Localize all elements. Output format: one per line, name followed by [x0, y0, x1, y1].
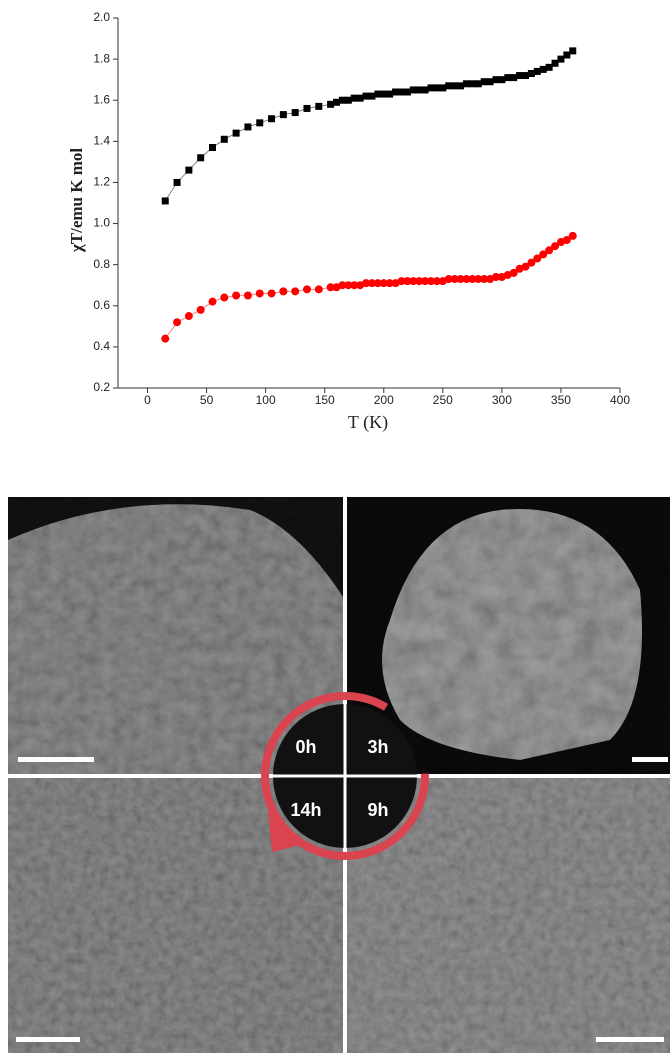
data-point	[197, 154, 204, 161]
page: χT/emu K mol T (K) 0.2 0.4 0.6 0.8 1.0 1.2 1.4…	[0, 0, 670, 1053]
time-label: 0h	[295, 737, 316, 757]
x-tick-label: 300	[492, 393, 512, 407]
chart: χT/emu K mol T (K) 0.2 0.4 0.6 0.8 1.0 1.2 1.4…	[0, 0, 670, 440]
y-axis-label: χT/emu K mol	[67, 148, 86, 253]
x-tick-label: 50	[200, 393, 214, 407]
y-tick-label: 1.0	[93, 216, 110, 230]
data-point	[279, 287, 287, 295]
data-point	[268, 115, 275, 122]
y-tick-label: 1.2	[93, 175, 110, 189]
time-label: 3h	[367, 737, 388, 757]
x-tick-label: 100	[256, 393, 276, 407]
y-tick-label: 0.6	[93, 298, 110, 312]
x-tick-label: 250	[433, 393, 453, 407]
time-label: 14h	[290, 800, 321, 820]
y-tick-label: 0.2	[93, 380, 110, 394]
x-tick-label: 200	[374, 393, 394, 407]
series-line	[165, 236, 573, 339]
series-line	[165, 51, 573, 201]
scale-bar	[18, 757, 94, 762]
data-point	[268, 289, 276, 297]
data-point	[256, 289, 264, 297]
data-point	[315, 103, 322, 110]
data-point	[174, 179, 181, 186]
data-point	[569, 47, 576, 54]
y-tick-label: 2.0	[93, 10, 110, 24]
data-point	[233, 130, 240, 137]
data-point	[161, 335, 169, 343]
data-point	[303, 105, 310, 112]
data-point	[303, 285, 311, 293]
data-point	[162, 197, 169, 204]
x-tick-label: 400	[610, 393, 630, 407]
data-point	[244, 292, 252, 300]
data-point	[209, 144, 216, 151]
data-point	[197, 306, 205, 314]
x-tick-label: 0	[144, 393, 151, 407]
data-point	[244, 123, 251, 130]
x-tick-label: 150	[315, 393, 335, 407]
data-point	[280, 111, 287, 118]
data-point	[185, 312, 193, 320]
y-tick-label: 0.8	[93, 257, 110, 271]
y-tick-label: 1.8	[93, 51, 110, 65]
data-point	[569, 232, 577, 240]
data-point	[220, 294, 228, 302]
data-point	[173, 318, 181, 326]
y-tick-label: 1.4	[93, 134, 110, 148]
data-point	[256, 119, 263, 126]
data-point	[291, 287, 299, 295]
scale-bar	[596, 1037, 664, 1042]
sem-figure: 0h 3h 14h 9h	[0, 440, 670, 1053]
y-tick-label: 0.4	[93, 339, 110, 353]
data-point	[221, 136, 228, 143]
y-tick-label: 1.6	[93, 92, 110, 106]
x-axis-label: T (K)	[348, 412, 388, 433]
data-point	[208, 298, 216, 306]
data-point	[292, 109, 299, 116]
scale-bar	[16, 1037, 80, 1042]
data-point	[315, 285, 323, 293]
x-tick-label: 350	[551, 393, 571, 407]
scale-bar	[632, 757, 668, 762]
data-point	[232, 292, 240, 300]
time-label: 9h	[367, 800, 388, 820]
data-point	[185, 167, 192, 174]
